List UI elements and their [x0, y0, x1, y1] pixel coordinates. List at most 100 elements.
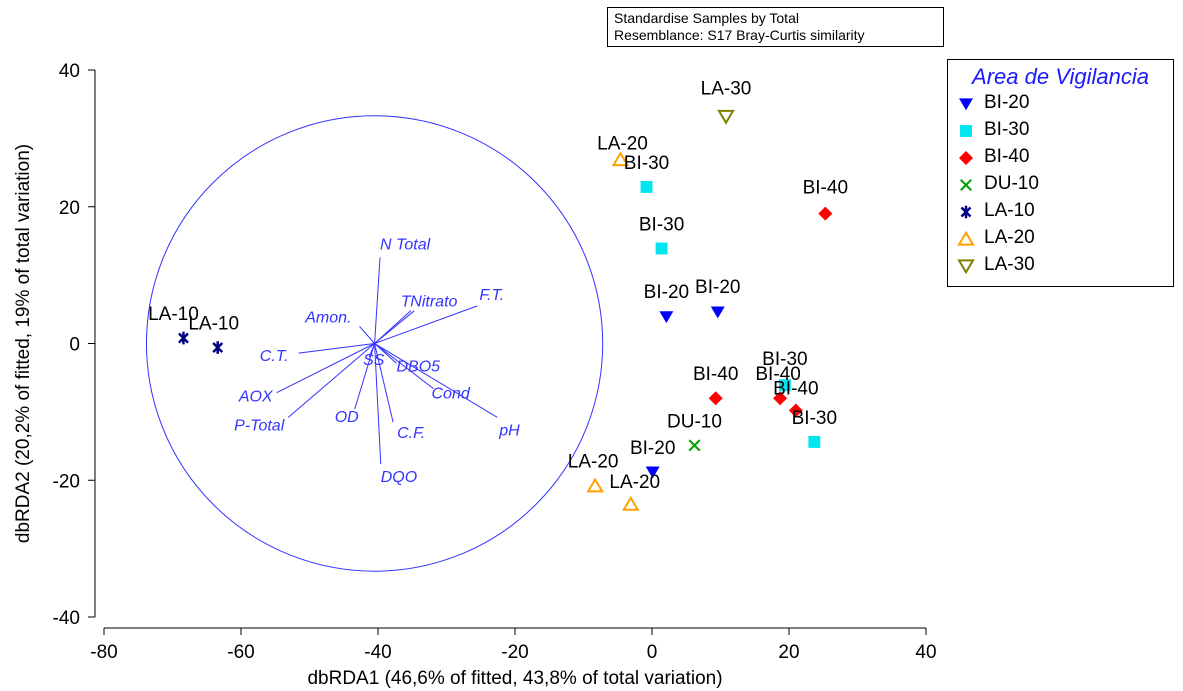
data-point-du-10 [688, 439, 701, 452]
marker-shape [959, 151, 973, 165]
triangle-up-open-marker-icon [957, 230, 975, 246]
vector-cond [374, 343, 434, 390]
point-label: LA-10 [188, 314, 239, 335]
marker-shape [773, 391, 788, 406]
x-tick-label: 0 [647, 642, 658, 663]
y-tick-label: 20 [59, 198, 80, 219]
info-line-1: Standardise Samples by Total [614, 10, 799, 26]
point-label: LA-20 [568, 452, 619, 473]
vector-label: N Total [380, 236, 431, 253]
marker-shape [960, 125, 972, 137]
vector-od [354, 343, 376, 410]
x-tick-label: -80 [90, 642, 117, 663]
vector-ph [374, 343, 498, 418]
vector-label: C.T. [260, 348, 289, 365]
data-point-la-10 [212, 341, 224, 354]
vector-label: C.F. [397, 425, 425, 442]
vector-label: pH [498, 422, 520, 439]
triangle-down-filled-marker-icon [959, 98, 973, 111]
info-line-2: Resemblance: S17 Bray-Curtis similarity [614, 27, 865, 43]
marker-shape [655, 242, 668, 255]
data-point-bi-40 [818, 206, 833, 221]
data-point-bi-40 [773, 391, 788, 406]
data-point-bi-30 [655, 242, 668, 255]
data-point-la-30 [717, 109, 735, 125]
x-cross-marker-icon [960, 179, 972, 191]
legend-item-bi-40: BI-40 [954, 145, 1154, 171]
marker-shape [212, 341, 224, 354]
point-label: DU-10 [667, 411, 722, 432]
marker-shape [688, 439, 701, 452]
vector-aox [276, 343, 375, 394]
point-label: BI-20 [630, 438, 675, 459]
data-point-bi-30 [808, 436, 821, 448]
marker-shape [957, 259, 975, 275]
marker-shape [960, 179, 972, 191]
legend-item-label: LA-20 [984, 227, 1035, 248]
marker-shape [708, 391, 723, 406]
legend-item-du-10: DU-10 [954, 172, 1154, 198]
y-tick-label: -20 [53, 471, 80, 492]
x-tick-label: -40 [364, 642, 391, 663]
marker-shape [611, 151, 630, 167]
point-label: BI-20 [695, 277, 740, 298]
marker-shape [710, 306, 725, 319]
x-axis-label: dbRDA1 (46,6% of fitted, 43,8% of total … [307, 668, 722, 689]
point-label: BI-30 [762, 349, 807, 370]
vector-dqo [374, 343, 382, 464]
legend-item-label: BI-30 [984, 119, 1030, 140]
data-point-bi-40 [708, 391, 723, 406]
y-tick-label: -40 [53, 608, 80, 629]
point-label: BI-30 [624, 153, 669, 174]
data-point-bi-20 [659, 311, 674, 324]
diamond-filled-marker-icon [959, 151, 973, 165]
method-info-box: Standardise Samples by Total Resemblance… [607, 7, 944, 47]
marker-shape [640, 180, 653, 193]
y-tick-label: 0 [69, 335, 80, 356]
marker-shape [717, 109, 735, 125]
point-label: LA-20 [597, 134, 648, 155]
vector-label: DQO [381, 469, 417, 486]
point-label: LA-20 [609, 472, 660, 493]
marker-shape [178, 331, 189, 345]
legend: Area de Vigilancia BI-20 BI-30 BI-40 DU-10 L… [947, 59, 1174, 287]
marker-shape [586, 477, 604, 493]
vector-c-f- [374, 343, 394, 423]
vector-amon- [359, 326, 375, 344]
legend-item-bi-20: BI-20 [954, 91, 1154, 117]
square-filled-marker-icon [960, 125, 972, 137]
legend-item-la-10: LA-10 [954, 199, 1154, 225]
marker-shape [778, 379, 791, 392]
marker-shape [960, 205, 972, 219]
vector-p-total [287, 343, 375, 418]
marker-shape [959, 98, 973, 111]
x-tick-label: -60 [227, 642, 254, 663]
marker-shape [957, 230, 975, 246]
vector-n-total [374, 257, 381, 344]
point-label: LA-10 [148, 304, 199, 325]
vector-label: T [401, 294, 412, 311]
vector-label: Amon. [304, 309, 351, 326]
point-label: LA-30 [701, 78, 752, 99]
legend-item-label: BI-40 [984, 146, 1030, 167]
x-tick-label: -20 [501, 642, 528, 663]
marker-shape [788, 403, 803, 418]
data-point-bi-20 [710, 306, 725, 319]
data-point-la-10 [178, 331, 189, 345]
vector-f-t- [374, 305, 478, 344]
legend-item-label: LA-30 [984, 254, 1035, 275]
triangle-down-open-marker-icon [957, 259, 975, 275]
vector-label: OD [335, 409, 359, 426]
y-tick-label: 40 [59, 61, 80, 82]
x-tick-label: 20 [778, 642, 799, 663]
legend-item-la-30: LA-30 [954, 253, 1154, 279]
vector-t [374, 310, 412, 344]
x-tick-label: 40 [915, 642, 936, 663]
data-point-bi-40 [788, 403, 803, 418]
marker-shape [622, 495, 640, 511]
legend-item-label: LA-10 [984, 200, 1035, 221]
legend-item-la-20: LA-20 [954, 226, 1154, 252]
legend-title: Area de Vigilancia [972, 64, 1149, 89]
vector-label: AOX [238, 389, 274, 406]
